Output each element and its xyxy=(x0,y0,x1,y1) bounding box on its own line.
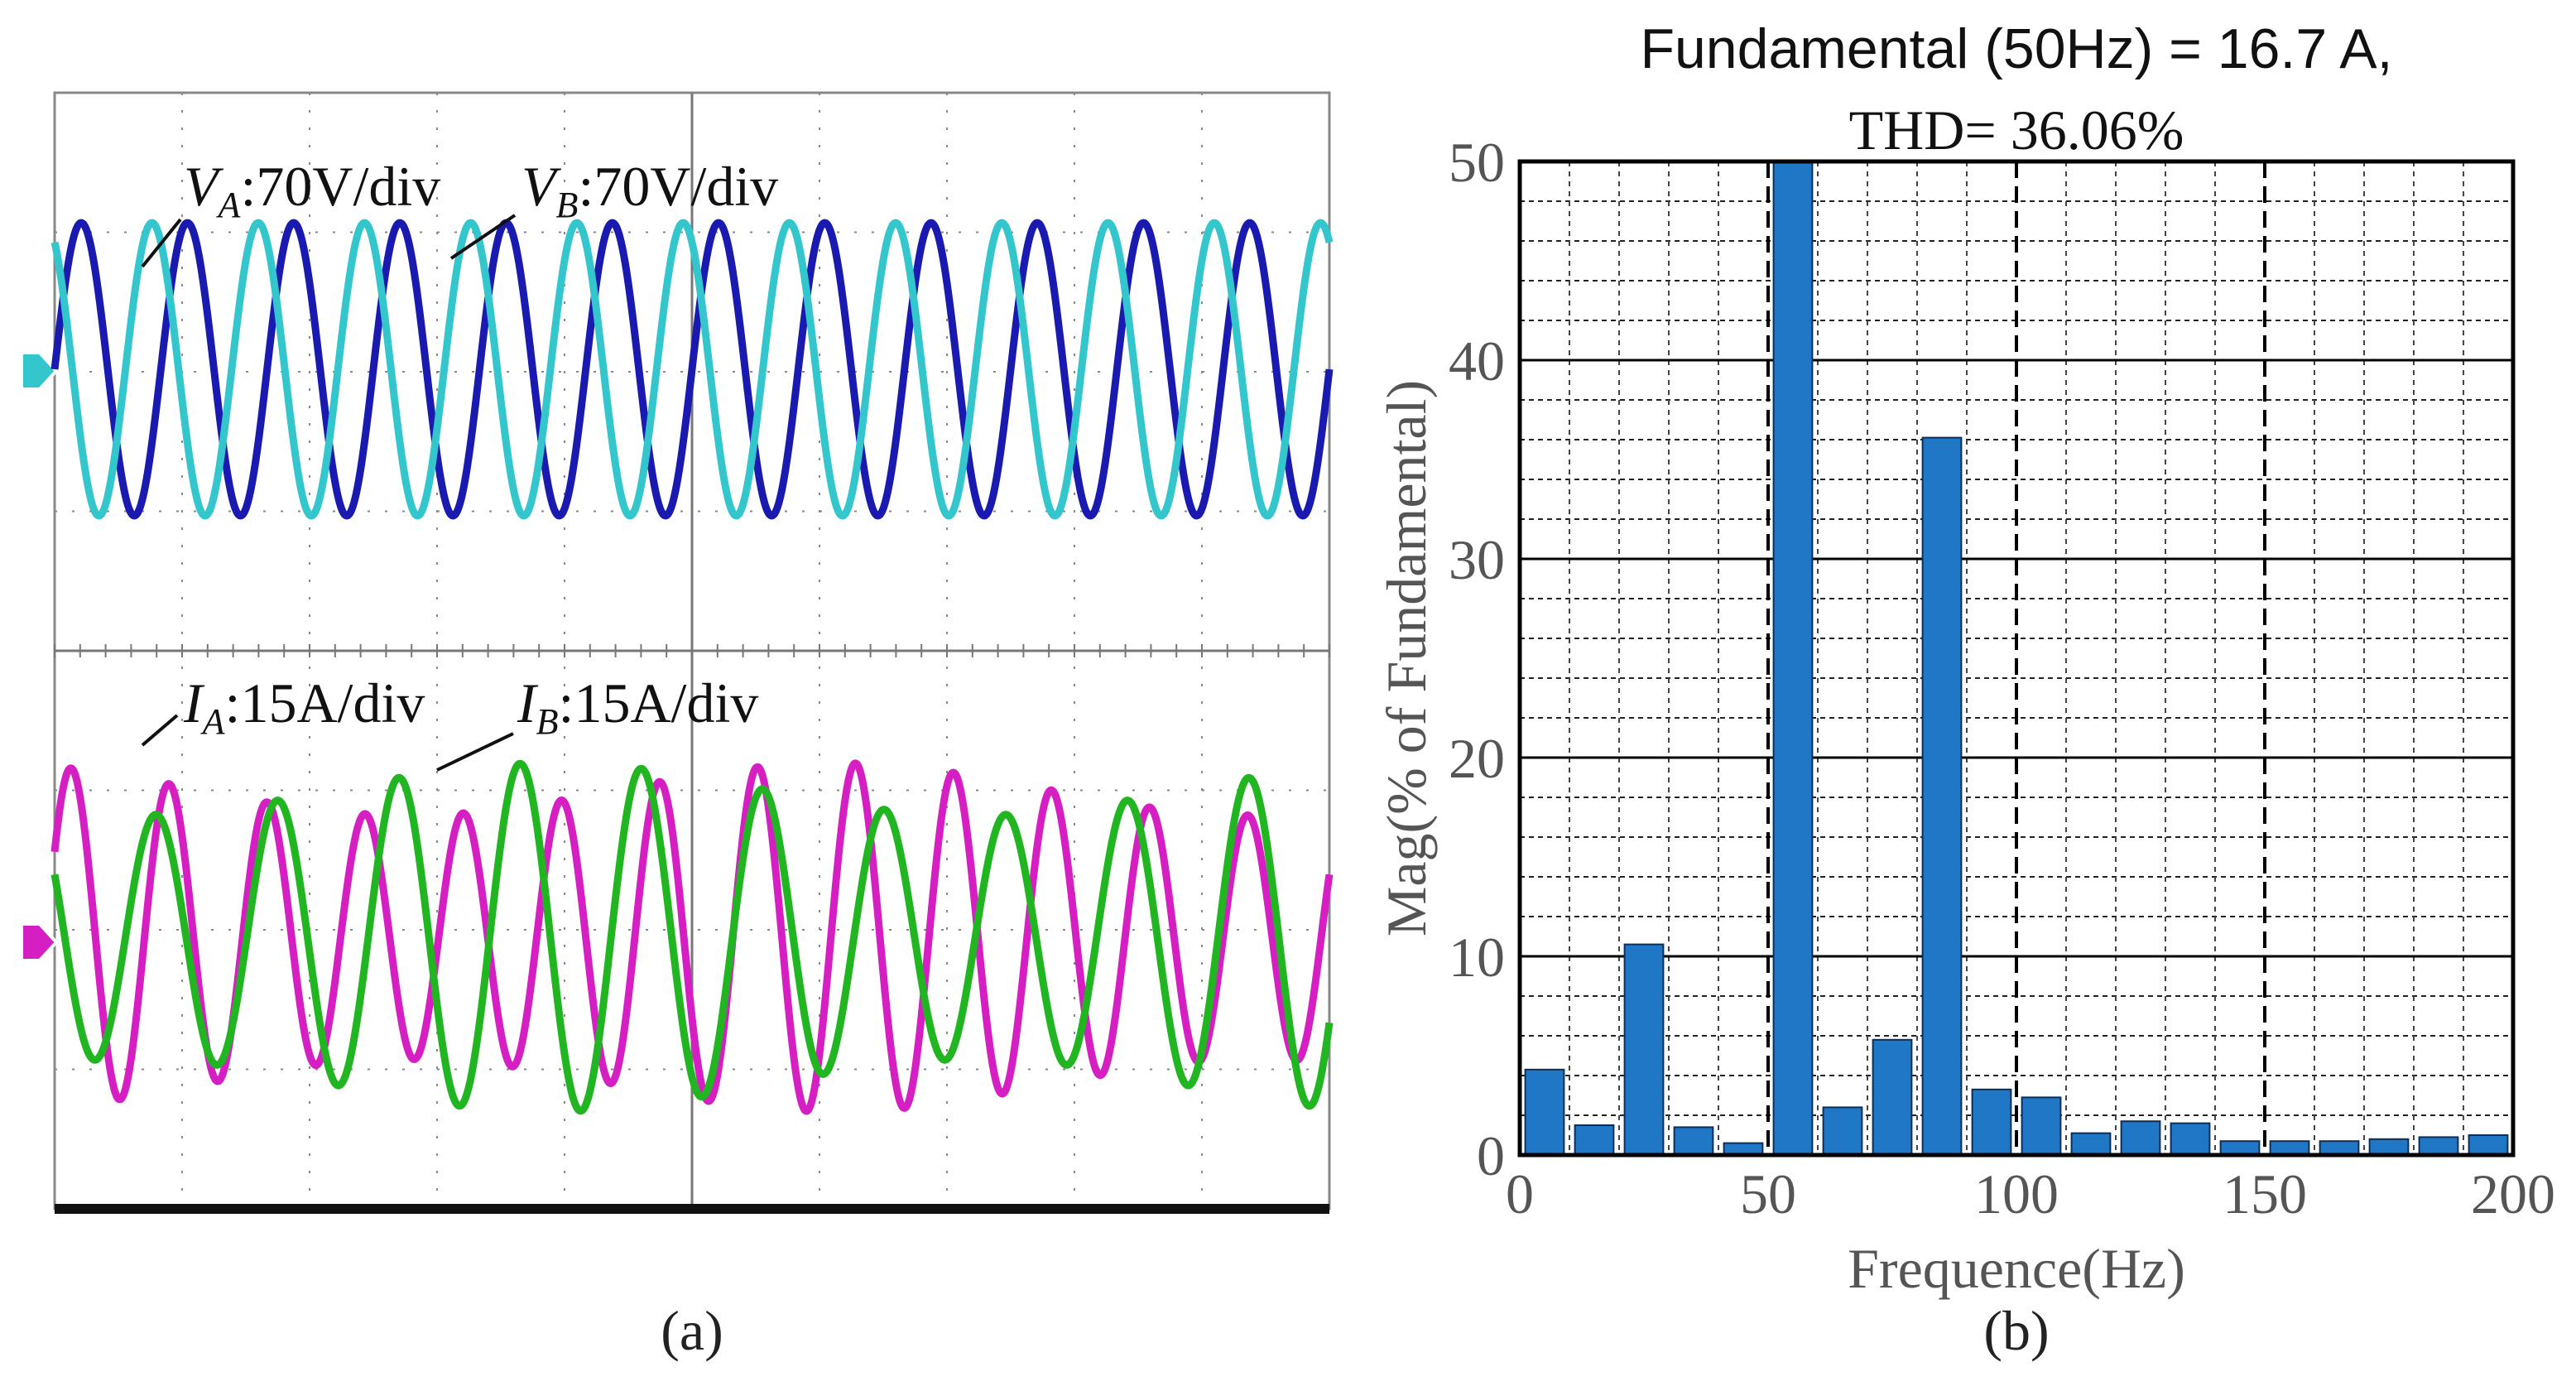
x-tick-label: 150 xyxy=(2223,1162,2307,1225)
bar-170hz xyxy=(2368,1138,2410,1157)
bar-150hz xyxy=(2269,1140,2310,1156)
scope-bottom-bar xyxy=(55,1204,1329,1214)
spectrum-grid xyxy=(1520,161,2513,1155)
bar-130hz xyxy=(2170,1122,2211,1156)
bar-100hz xyxy=(2021,1096,2062,1157)
y-tick-label: 50 xyxy=(1449,131,1505,194)
caption-a: (a) xyxy=(661,1299,723,1362)
waveform-va xyxy=(50,219,1334,520)
spectrum-panel: 0 50 100 150 200 0 10 20 30 40 50 Fundamental (50H… xyxy=(1375,17,2555,1300)
bar-180hz xyxy=(2418,1136,2459,1157)
waveform-ib xyxy=(50,759,1334,1115)
x-tick-label: 0 xyxy=(1506,1162,1534,1225)
y-tick-label: 40 xyxy=(1449,330,1505,392)
bar-140hz xyxy=(2219,1140,2261,1156)
bar-90hz xyxy=(1971,1088,2012,1157)
annotation-va: VA:70V/div xyxy=(184,155,440,225)
annotation-leader-line xyxy=(141,714,179,747)
annotation-leader-line xyxy=(436,732,514,772)
bar-190hz xyxy=(2468,1134,2509,1156)
bar-120hz xyxy=(2120,1120,2161,1156)
channel-marker-current xyxy=(20,922,59,962)
bar-30hz xyxy=(1673,1126,1714,1157)
y-axis-label: Mag(% of Fundamental) xyxy=(1375,380,1438,936)
annotation-vb: VB:70V/div xyxy=(521,155,778,225)
channel-marker-voltage xyxy=(20,351,59,391)
x-axis-label: Frequence(Hz) xyxy=(1848,1237,2185,1300)
bar-50hz xyxy=(1772,161,1814,1156)
annotation-ia: IA:15A/div xyxy=(183,671,425,742)
bar-110hz xyxy=(2070,1132,2112,1156)
bar-80hz xyxy=(1921,436,1963,1156)
y-tick-label: 20 xyxy=(1449,727,1505,790)
x-tick-label: 50 xyxy=(1740,1162,1796,1225)
annotation-leader-line xyxy=(141,218,182,268)
caption-b: (b) xyxy=(1983,1299,2049,1362)
chart-title-line2: THD= 36.06% xyxy=(1849,99,2184,161)
bar-10hz xyxy=(1574,1124,1615,1156)
chart-title-line1: Fundamental (50Hz) = 16.7 A, xyxy=(1640,17,2392,80)
y-tick-label: 10 xyxy=(1449,926,1505,989)
bar-0hz xyxy=(1524,1068,1565,1157)
annotation-ib: IB:15A/div xyxy=(517,671,758,742)
y-tick-label: 0 xyxy=(1477,1124,1505,1187)
spectrum-axes-box xyxy=(1517,159,2516,1158)
oscilloscope-panel: VA:70V/div VB:70V/div IA:15A/div IB:15A/div xyxy=(20,91,1334,1214)
bar-70hz xyxy=(1872,1038,1913,1157)
annotation-leader-line xyxy=(449,214,517,260)
bar-20hz xyxy=(1623,943,1665,1156)
waveform-ia xyxy=(50,759,1334,1115)
waveform-vb xyxy=(50,219,1334,520)
spectrum-bars xyxy=(1524,161,2509,1157)
y-tick-label: 30 xyxy=(1449,528,1505,591)
bar-60hz xyxy=(1822,1106,1863,1157)
bar-160hz xyxy=(2319,1140,2360,1156)
spectrum-tick-labels: 0 50 100 150 200 0 10 20 30 40 50 xyxy=(1449,131,2555,1225)
x-tick-label: 200 xyxy=(2471,1162,2555,1225)
x-tick-label: 100 xyxy=(1974,1162,2059,1225)
